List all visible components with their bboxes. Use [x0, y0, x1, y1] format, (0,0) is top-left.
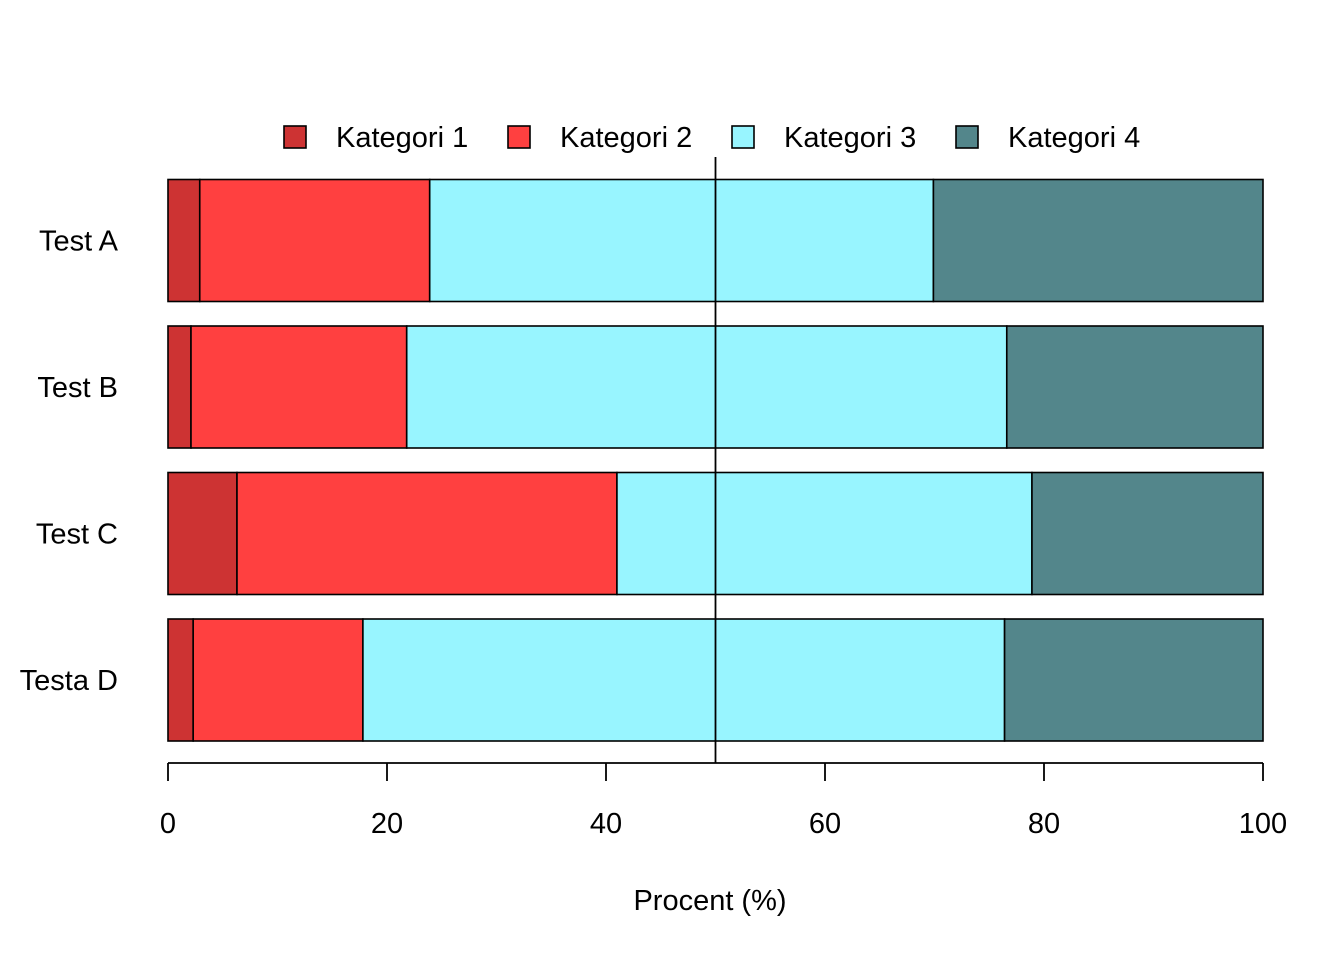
legend-item: Kategori 3: [731, 122, 916, 154]
legend-label: Kategori 1: [336, 122, 468, 154]
bar-segment-3-2: [236, 471, 618, 596]
x-tick-label: 60: [809, 808, 841, 840]
category-labels: Test A Test B Test C Testa D: [20, 226, 119, 698]
bar-segment-2-2: [190, 325, 408, 449]
plot-area: [167, 178, 1264, 742]
bar-segment-4-4: [1003, 618, 1264, 742]
legend-item: Kategori 4: [955, 122, 1140, 154]
legend-swatch: [283, 125, 307, 149]
x-tick-label: 100: [1239, 808, 1287, 840]
legend-swatch: [955, 125, 979, 149]
bar-segment-3-3: [616, 471, 1033, 596]
legend-swatch: [731, 125, 755, 149]
x-tick-label: 40: [590, 808, 622, 840]
legend-item: Kategori 2: [507, 122, 692, 154]
bar-segment-3-1: [167, 471, 238, 596]
bar-segment-2-4: [1005, 325, 1264, 449]
category-label: Test B: [37, 372, 118, 404]
bar-segment-4-2: [192, 618, 364, 742]
category-label: Testa D: [20, 665, 118, 697]
x-tick-label: 0: [160, 808, 176, 840]
legend-swatch: [507, 125, 531, 149]
x-axis: 0 20 40 60 80 100: [160, 762, 1287, 840]
bar-segment-1-2: [198, 178, 431, 303]
x-axis-title: Procent (%): [633, 885, 786, 917]
bar-segment-4-3: [362, 618, 1006, 742]
legend: Kategori 1 Kategori 2 Kategori 3 Kategori 4: [283, 122, 1140, 154]
bar-segment-1-3: [428, 178, 935, 303]
legend-label: Kategori 4: [1008, 122, 1140, 154]
bar-segment-1-1: [167, 178, 201, 303]
bar-segment-2-1: [167, 325, 192, 449]
x-tick-label: 20: [371, 808, 403, 840]
legend-label: Kategori 3: [784, 122, 916, 154]
legend-label: Kategori 2: [560, 122, 692, 154]
bar-segment-1-4: [932, 178, 1264, 303]
category-label: Test C: [36, 519, 118, 551]
bar-segment-3-4: [1031, 471, 1264, 596]
bar-segment-4-1: [167, 618, 194, 742]
bar-segment-2-3: [405, 325, 1008, 449]
x-tick-label: 80: [1028, 808, 1060, 840]
legend-item: Kategori 1: [283, 122, 468, 154]
category-label: Test A: [39, 226, 119, 258]
